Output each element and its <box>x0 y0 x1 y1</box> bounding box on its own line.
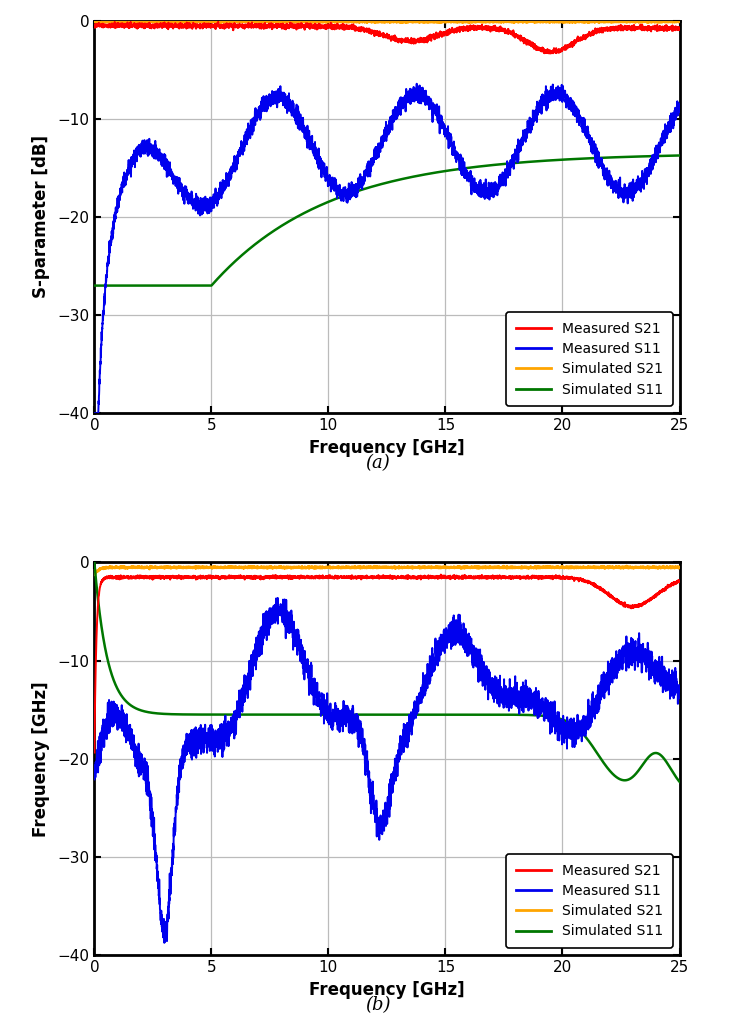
Legend: Measured S21, Measured S11, Simulated S21, Simulated S11: Measured S21, Measured S11, Simulated S2… <box>506 854 673 948</box>
Text: (a): (a) <box>365 454 390 472</box>
X-axis label: Frequency [GHz]: Frequency [GHz] <box>309 981 465 998</box>
Y-axis label: S-parameter [dB]: S-parameter [dB] <box>32 136 51 299</box>
X-axis label: Frequency [GHz]: Frequency [GHz] <box>309 439 465 457</box>
Text: (b): (b) <box>365 996 390 1015</box>
Y-axis label: Frequency [GHz]: Frequency [GHz] <box>32 681 51 837</box>
Legend: Measured S21, Measured S11, Simulated S21, Simulated S11: Measured S21, Measured S11, Simulated S2… <box>506 312 673 407</box>
